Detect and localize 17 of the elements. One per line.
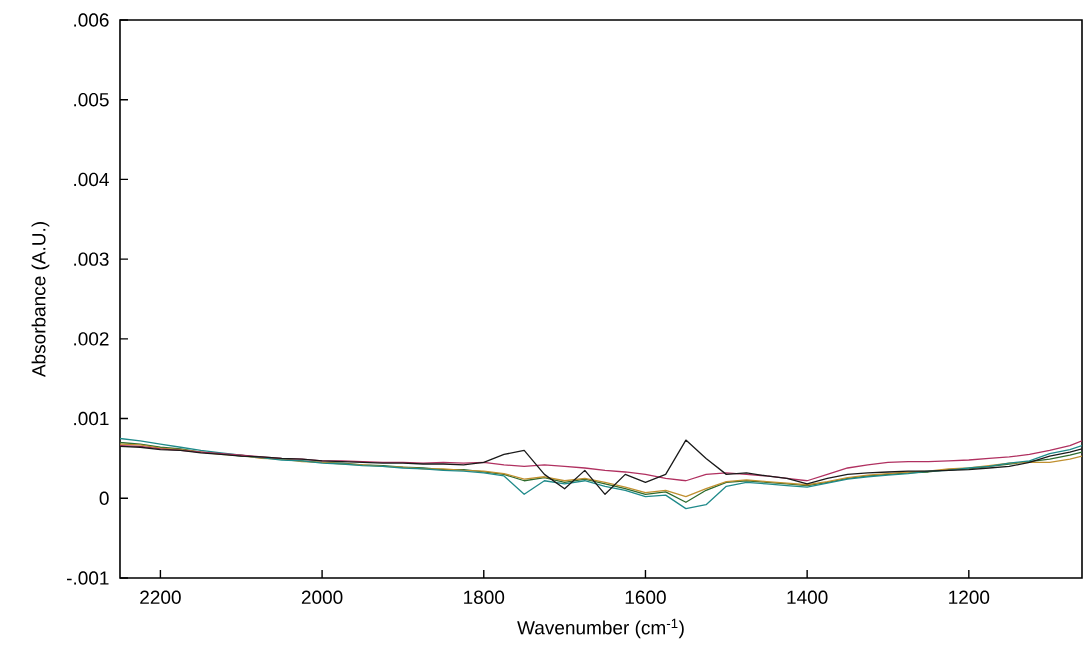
x-axis-title: Wavenumber (cm$^{-1}$) bbox=[517, 618, 684, 639]
line-series bbox=[119, 437, 1082, 510]
y-tick-label: .004 bbox=[74, 172, 109, 187]
y-axis-title: Absorbance (A.U.) bbox=[31, 222, 50, 378]
y-tick-label: .005 bbox=[74, 92, 109, 107]
x-tick-label: 1800 bbox=[464, 590, 505, 604]
x-tick-label: 1400 bbox=[787, 590, 828, 604]
y-tick-label: 0 bbox=[99, 491, 109, 506]
y-tick-label: .003 bbox=[74, 252, 109, 266]
x-tick-label: 2000 bbox=[301, 590, 343, 604]
x-tick-label: 1200 bbox=[949, 590, 990, 604]
y-tick-label: .001 bbox=[74, 411, 109, 426]
y-tick-label: .006 bbox=[74, 13, 109, 27]
x-tick-label: 1600 bbox=[625, 590, 666, 604]
y-tick-label: .002 bbox=[74, 332, 109, 346]
x-tick-label: 2200 bbox=[140, 590, 181, 604]
y-tick-label: -.001 bbox=[67, 571, 109, 585]
